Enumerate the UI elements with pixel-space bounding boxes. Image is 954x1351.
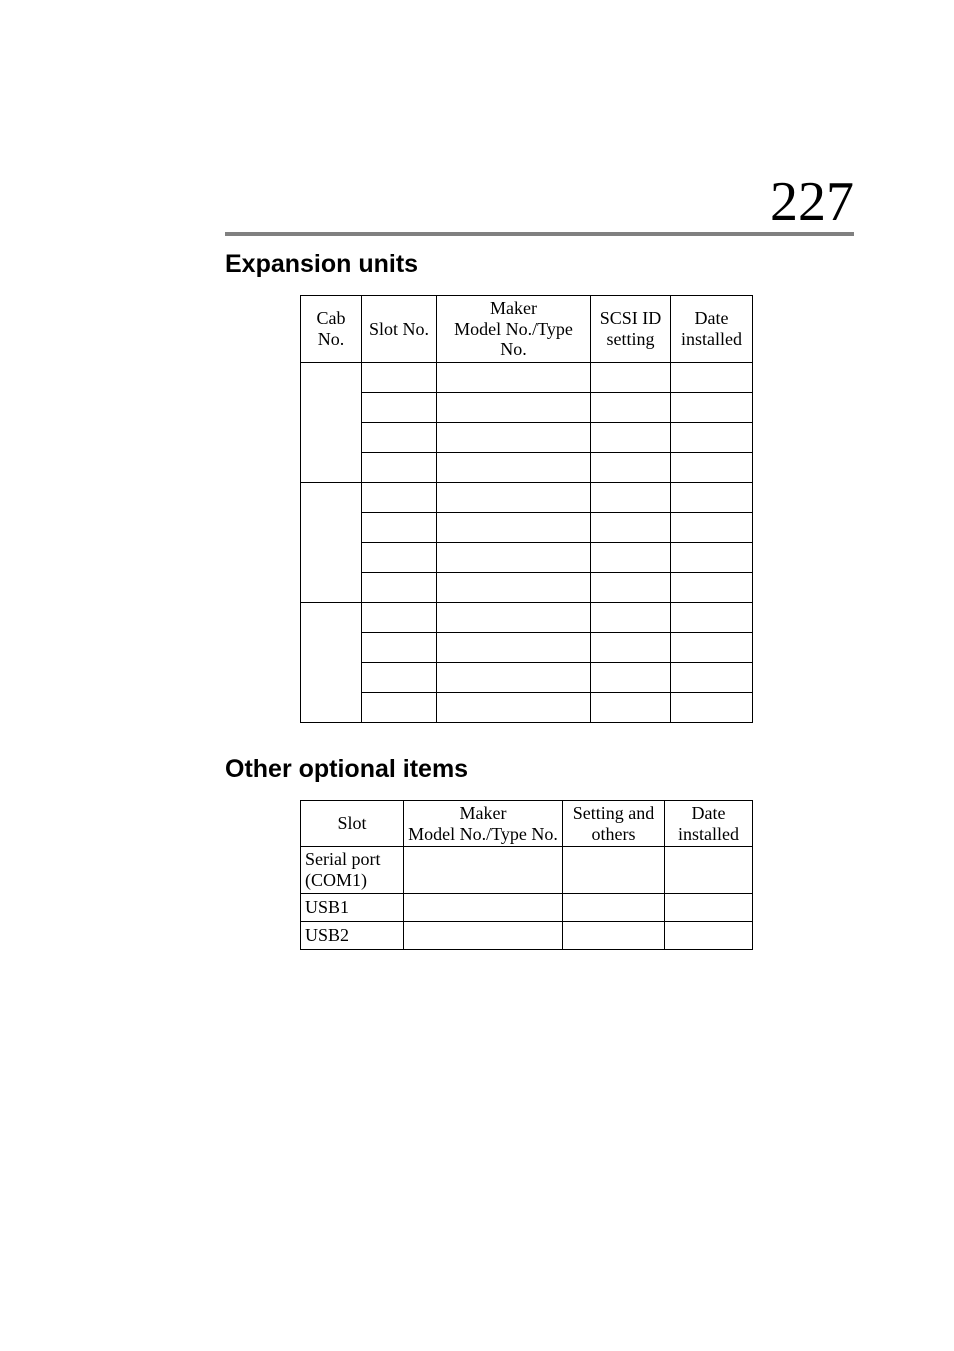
table-row xyxy=(301,363,753,393)
table-row xyxy=(301,483,753,513)
col-header: Dateinstalled xyxy=(665,801,753,847)
col-header: Dateinstalled xyxy=(671,296,753,363)
col-header: SCSI IDsetting xyxy=(591,296,671,363)
col-header: Slot xyxy=(301,801,404,847)
section-heading-expansion-units: Expansion units xyxy=(225,250,854,279)
section-heading-other-optional: Other optional items xyxy=(225,755,854,784)
table-row xyxy=(301,423,753,453)
table-row: Serial port (COM1) xyxy=(301,847,753,894)
row-label: Serial port (COM1) xyxy=(301,847,404,894)
table-row xyxy=(301,393,753,423)
expansion-units-table: CabNo. Slot No. MakerModel No./TypeNo. S… xyxy=(300,295,753,723)
table-row xyxy=(301,573,753,603)
col-header: MakerModel No./TypeNo. xyxy=(437,296,591,363)
row-label: USB1 xyxy=(301,894,404,922)
table-row xyxy=(301,453,753,483)
table-row xyxy=(301,663,753,693)
col-header: CabNo. xyxy=(301,296,362,363)
table-row xyxy=(301,513,753,543)
row-label: USB2 xyxy=(301,922,404,950)
table-row: USB2 xyxy=(301,922,753,950)
col-header: Slot No. xyxy=(362,296,437,363)
page: 227 Expansion units CabNo. Slot No. Make… xyxy=(0,0,954,1351)
page-number: 227 xyxy=(770,170,854,234)
table-row: USB1 xyxy=(301,894,753,922)
table-row xyxy=(301,693,753,723)
table-row xyxy=(301,543,753,573)
col-header: Setting andothers xyxy=(563,801,665,847)
table-row xyxy=(301,633,753,663)
table-row xyxy=(301,603,753,633)
horizontal-rule xyxy=(225,232,854,236)
other-optional-items-table: Slot MakerModel No./Type No. Setting and… xyxy=(300,800,753,950)
col-header: MakerModel No./Type No. xyxy=(404,801,563,847)
